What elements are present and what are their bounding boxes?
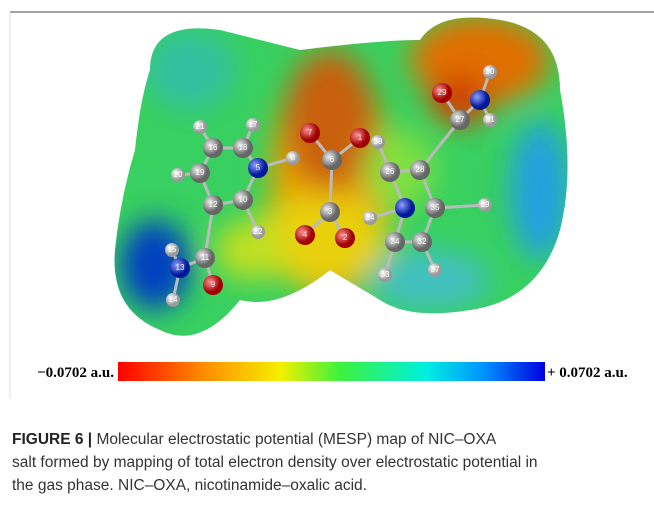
atom-label: 20 xyxy=(174,170,183,179)
atom-label: 1 xyxy=(358,133,363,142)
atom-label: 27 xyxy=(456,115,465,124)
atom xyxy=(470,90,490,110)
atom-label: 16 xyxy=(209,143,218,152)
caption-text: Molecular electrostatic potential (MESP)… xyxy=(96,431,496,448)
caption-line: FIGURE 6 | Molecular electrostatic poten… xyxy=(12,428,652,451)
atom-label: 9 xyxy=(211,280,216,289)
atom-label: 39 xyxy=(481,200,490,209)
atom-label: 18 xyxy=(239,143,248,152)
atom-label: 6 xyxy=(330,155,335,164)
caption: FIGURE 6 | Molecular electrostatic poten… xyxy=(12,428,652,497)
atom-label: 34 xyxy=(391,237,400,246)
atom-label: 12 xyxy=(209,200,218,209)
atom-label: 38 xyxy=(374,137,383,146)
caption-text: salt formed by mapping of total electron… xyxy=(12,451,652,474)
atom-label: 5 xyxy=(256,163,261,172)
caption-text: the gas phase. NIC–OXA, nicotinamide–oxa… xyxy=(12,474,652,497)
atom-label: 3 xyxy=(328,207,333,216)
atom-label: 11 xyxy=(201,253,210,262)
atom-label: 15 xyxy=(168,245,177,254)
atom-label: 32 xyxy=(418,237,427,246)
caption-label: FIGURE 6 | xyxy=(12,431,92,448)
atom-label: 13 xyxy=(176,263,185,272)
page: 2117161820195812102211913151476134224382… xyxy=(0,0,654,508)
atom xyxy=(395,198,415,218)
atom-label: 31 xyxy=(486,115,495,124)
atom-label: 35 xyxy=(431,203,440,212)
atom-label: 4 xyxy=(303,230,308,239)
atom-label: 7 xyxy=(308,128,313,137)
atom-label: 22 xyxy=(254,227,263,236)
atom-label: 2 xyxy=(343,233,348,242)
atom-label: 37 xyxy=(431,265,440,274)
atom-label: 19 xyxy=(196,168,205,177)
atom-label: 14 xyxy=(169,295,178,304)
atom-label: 10 xyxy=(239,195,248,204)
atom-label: 17 xyxy=(249,120,258,129)
atom-label: 26 xyxy=(386,167,395,176)
atom-label: 24 xyxy=(366,213,375,222)
colorbar xyxy=(118,362,545,381)
atom-label: 33 xyxy=(381,270,390,279)
atom-label: 8 xyxy=(291,153,296,162)
atom-label: 28 xyxy=(416,165,425,174)
atom-label: 29 xyxy=(438,88,447,97)
atom-label: 21 xyxy=(196,122,205,131)
colorbar-max-label: + 0.0702 a.u. xyxy=(547,365,628,381)
atom-label: 30 xyxy=(486,67,495,76)
colorbar-min-label: −0.0702 a.u. xyxy=(37,365,114,381)
